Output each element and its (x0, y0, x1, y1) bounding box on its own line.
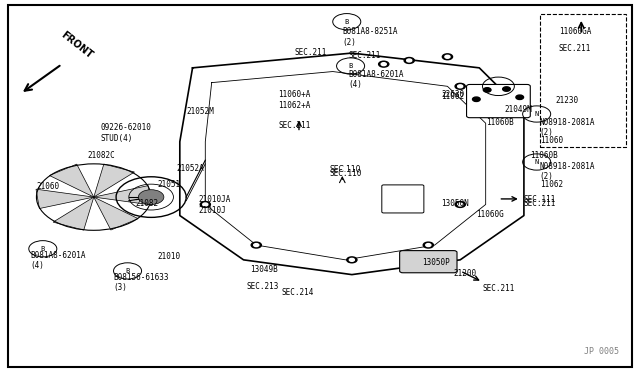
Circle shape (406, 59, 412, 62)
Polygon shape (94, 186, 152, 205)
Circle shape (423, 242, 433, 248)
Text: 11060B: 11060B (531, 151, 558, 160)
Circle shape (381, 62, 387, 65)
Circle shape (445, 55, 450, 58)
Text: 21200: 21200 (454, 269, 477, 278)
Text: SEC.211: SEC.211 (483, 284, 515, 293)
Text: 11060: 11060 (540, 136, 563, 145)
Circle shape (483, 88, 491, 92)
Text: 11060G: 11060G (476, 210, 504, 219)
Text: 21010J: 21010J (199, 206, 227, 215)
Circle shape (200, 202, 211, 208)
Text: SEC.211: SEC.211 (524, 199, 556, 208)
Text: SEC.211: SEC.211 (294, 48, 327, 57)
Text: 21060: 21060 (36, 182, 60, 191)
Text: SEC.214: SEC.214 (282, 288, 314, 296)
Text: B081A8-8251A
(2): B081A8-8251A (2) (342, 27, 398, 46)
Text: 21052M: 21052M (186, 107, 214, 116)
Circle shape (404, 58, 414, 63)
Text: 13050P: 13050P (422, 258, 450, 267)
Text: 21082C: 21082C (88, 151, 115, 160)
Text: B08156-61633
(3): B08156-61633 (3) (113, 273, 168, 292)
Text: B081A8-6201A
(4): B081A8-6201A (4) (30, 251, 86, 270)
Circle shape (349, 259, 355, 261)
Polygon shape (53, 197, 94, 230)
Text: SEC.213: SEC.213 (246, 282, 279, 291)
Text: SEC.110: SEC.110 (330, 165, 361, 174)
Circle shape (379, 61, 389, 67)
Polygon shape (36, 189, 94, 209)
Circle shape (253, 244, 259, 247)
Text: 21010JA: 21010JA (199, 195, 231, 204)
Circle shape (442, 54, 452, 60)
Text: SEC.211: SEC.211 (349, 51, 381, 60)
Text: 21049M: 21049M (505, 105, 532, 114)
Text: N08918-2081A
(2): N08918-2081A (2) (540, 118, 595, 137)
Text: 09226-62010
STUD(4): 09226-62010 STUD(4) (100, 123, 151, 142)
Text: 11060GA: 11060GA (559, 27, 591, 36)
Text: 11060+A: 11060+A (278, 90, 311, 99)
Text: SEC.211: SEC.211 (278, 121, 311, 131)
Text: N: N (534, 111, 539, 117)
Text: SEC.211: SEC.211 (559, 44, 591, 53)
Text: 13049B: 13049B (250, 265, 278, 275)
Text: SEC.110: SEC.110 (330, 169, 362, 179)
Circle shape (347, 257, 357, 263)
Text: B: B (344, 19, 349, 25)
Circle shape (455, 83, 465, 89)
Text: 21082: 21082 (135, 199, 158, 208)
Text: 21230: 21230 (556, 96, 579, 105)
Text: SEC.111: SEC.111 (524, 195, 556, 204)
Text: B081A8-6201A
(4): B081A8-6201A (4) (349, 70, 404, 89)
Circle shape (458, 203, 463, 206)
Circle shape (516, 95, 524, 99)
Text: 11060B: 11060B (486, 118, 513, 127)
Circle shape (203, 203, 208, 206)
Text: JP 0005: JP 0005 (584, 347, 620, 356)
Text: B: B (125, 268, 130, 274)
Circle shape (458, 85, 463, 88)
Text: N: N (534, 159, 539, 165)
Circle shape (138, 190, 164, 205)
FancyBboxPatch shape (382, 185, 424, 213)
Text: 13050N: 13050N (441, 199, 469, 208)
Circle shape (251, 242, 261, 248)
Text: N08918-2081A
(2): N08918-2081A (2) (540, 162, 595, 182)
Text: B: B (348, 63, 353, 69)
Polygon shape (94, 164, 134, 197)
Circle shape (455, 202, 465, 208)
Polygon shape (49, 164, 94, 197)
FancyBboxPatch shape (467, 84, 531, 118)
Text: B: B (41, 246, 45, 252)
Text: 11062: 11062 (540, 180, 563, 189)
FancyBboxPatch shape (399, 251, 457, 273)
Circle shape (426, 244, 431, 247)
Polygon shape (94, 197, 138, 230)
Text: 21051: 21051 (157, 180, 180, 189)
Text: 11062: 11062 (441, 92, 464, 101)
Circle shape (472, 97, 480, 102)
Text: 22630: 22630 (441, 90, 464, 99)
Text: 11062+A: 11062+A (278, 101, 311, 110)
Circle shape (502, 87, 510, 91)
Text: FRONT: FRONT (59, 30, 94, 61)
Text: 21010: 21010 (157, 253, 180, 262)
Text: 21052A: 21052A (177, 164, 204, 173)
